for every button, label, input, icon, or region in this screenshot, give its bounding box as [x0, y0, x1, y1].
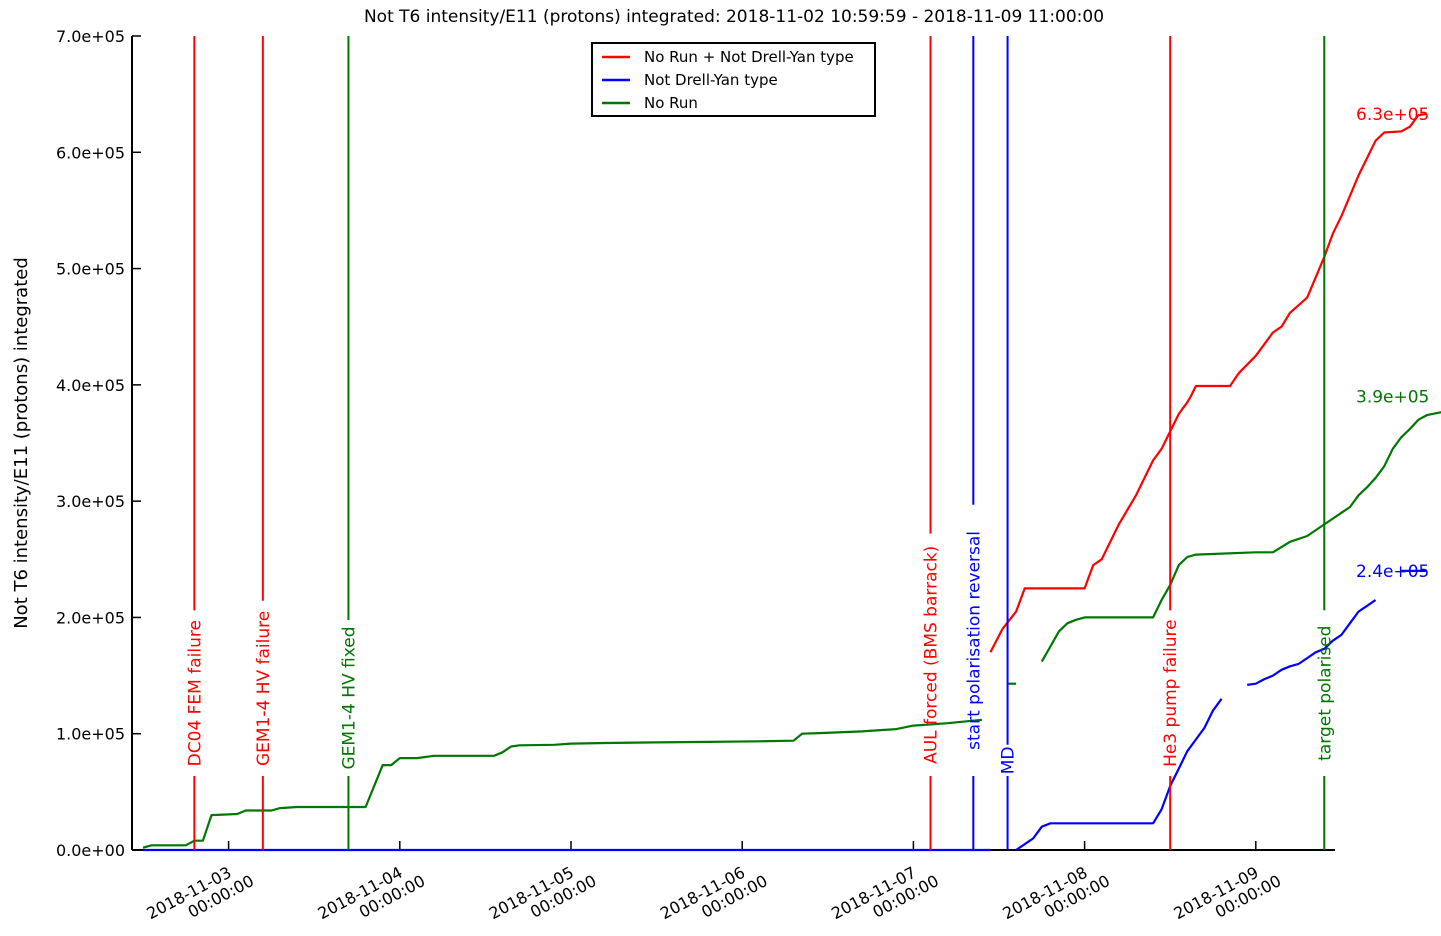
y-tick-label: 3.0e+05 — [56, 492, 125, 511]
event-label: GEM1-4 HV failure — [254, 611, 274, 766]
legend-label: Not Drell-Yan type — [644, 71, 778, 89]
y-tick-label: 7.0e+05 — [56, 27, 125, 46]
event-label: target polarised — [1315, 626, 1335, 761]
series-end-label: 2.4e+05 — [1356, 562, 1429, 582]
y-tick-label: 6.0e+05 — [56, 143, 125, 162]
series-line-2 — [142, 718, 983, 849]
legend-label: No Run + Not Drell-Yan type — [644, 48, 854, 66]
legend-box — [591, 42, 876, 117]
series-line-0 — [989, 112, 1428, 653]
series-line-2 — [1040, 411, 1441, 663]
legend-label: No Run — [644, 94, 698, 112]
y-tick-label: 2.0e+05 — [56, 608, 125, 627]
series-end-label: 3.9e+05 — [1356, 387, 1429, 407]
event-label: DC04 FEM failure — [185, 620, 205, 766]
event-label: start polarisation reversal — [964, 531, 984, 750]
series-end-label: 6.3e+05 — [1356, 105, 1429, 125]
event-label: MD — [999, 747, 1019, 775]
y-tick-label: 0.0e+00 — [56, 841, 125, 860]
y-tick-label: 4.0e+05 — [56, 376, 125, 395]
event-label: AUL forced (BMS barrack) — [922, 546, 942, 764]
series-line-1 — [1015, 698, 1223, 851]
legend: No Run + Not Drell-Yan type Not Drell-Yan… — [591, 42, 876, 117]
series-line-1 — [1247, 599, 1377, 686]
event-label: He3 pump failure — [1161, 619, 1181, 766]
event-label: GEM1-4 HV fixed — [339, 626, 359, 769]
y-tick-label: 1.0e+05 — [56, 725, 125, 744]
y-axis-title: Not T6 intensity/E11 (protons) integrate… — [11, 257, 32, 629]
y-tick-label: 5.0e+05 — [56, 260, 125, 279]
chart-title: Not T6 intensity/E11 (protons) integrate… — [364, 7, 1104, 27]
